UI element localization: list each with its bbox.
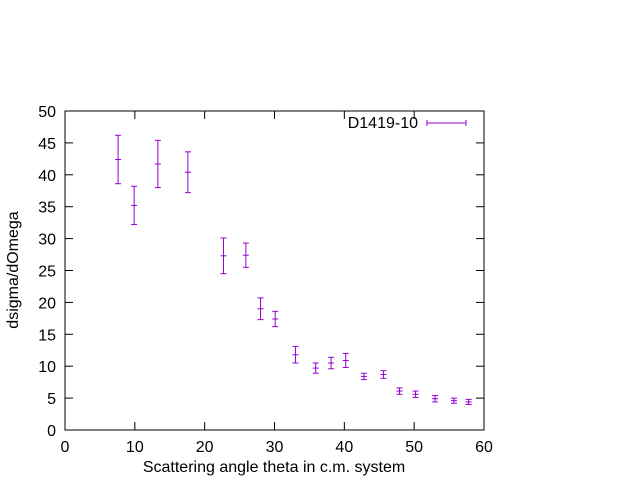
y-tick-label: 45	[38, 136, 56, 153]
y-tick-label: 30	[38, 232, 56, 249]
data-point	[312, 362, 319, 374]
data-point	[450, 397, 457, 404]
y-tick-label: 25	[38, 264, 56, 281]
data-point	[131, 185, 138, 226]
x-tick-label: 30	[266, 439, 284, 456]
data-point	[342, 352, 349, 368]
y-tick-label: 15	[38, 327, 56, 344]
data-point	[432, 395, 439, 403]
x-tick-label: 40	[335, 439, 353, 456]
x-tick-label: 20	[196, 439, 214, 456]
data-point	[465, 398, 472, 405]
data-point	[396, 387, 403, 395]
data-point	[380, 370, 387, 379]
y-tick-label: 35	[38, 200, 56, 217]
data-point	[242, 242, 249, 268]
x-tick-label: 10	[126, 439, 144, 456]
legend-label: D1419-10	[348, 115, 418, 132]
x-tick-label: 0	[61, 439, 70, 456]
data-point	[272, 310, 279, 328]
y-tick-label: 5	[47, 391, 56, 408]
data-point	[184, 151, 191, 194]
y-tick-label: 50	[38, 104, 56, 121]
x-axis-label: Scattering angle theta in c.m. system	[143, 459, 405, 476]
y-tick-label: 10	[38, 359, 56, 376]
data-point	[220, 237, 227, 275]
data-point	[115, 134, 122, 185]
data-point	[292, 345, 299, 364]
data-point	[412, 390, 419, 398]
legend: D1419-10	[348, 115, 467, 132]
plot-frame	[64, 110, 485, 431]
plot-area	[115, 134, 472, 405]
y-tick-label: 0	[47, 423, 56, 440]
data-point	[360, 372, 367, 381]
x-tick-label: 60	[475, 439, 493, 456]
axes: 0 5 10 15 20 25 30 35 40 45 50 0 10 20 30 40 50 60	[38, 104, 493, 456]
data-point	[328, 356, 335, 370]
y-tick-label: 20	[38, 295, 56, 312]
y-axis-label: dsigma/dOmega	[5, 211, 22, 328]
data-point	[257, 297, 264, 321]
y-tick-label: 40	[38, 168, 56, 185]
x-tick-label: 50	[405, 439, 423, 456]
data-point	[154, 139, 161, 189]
